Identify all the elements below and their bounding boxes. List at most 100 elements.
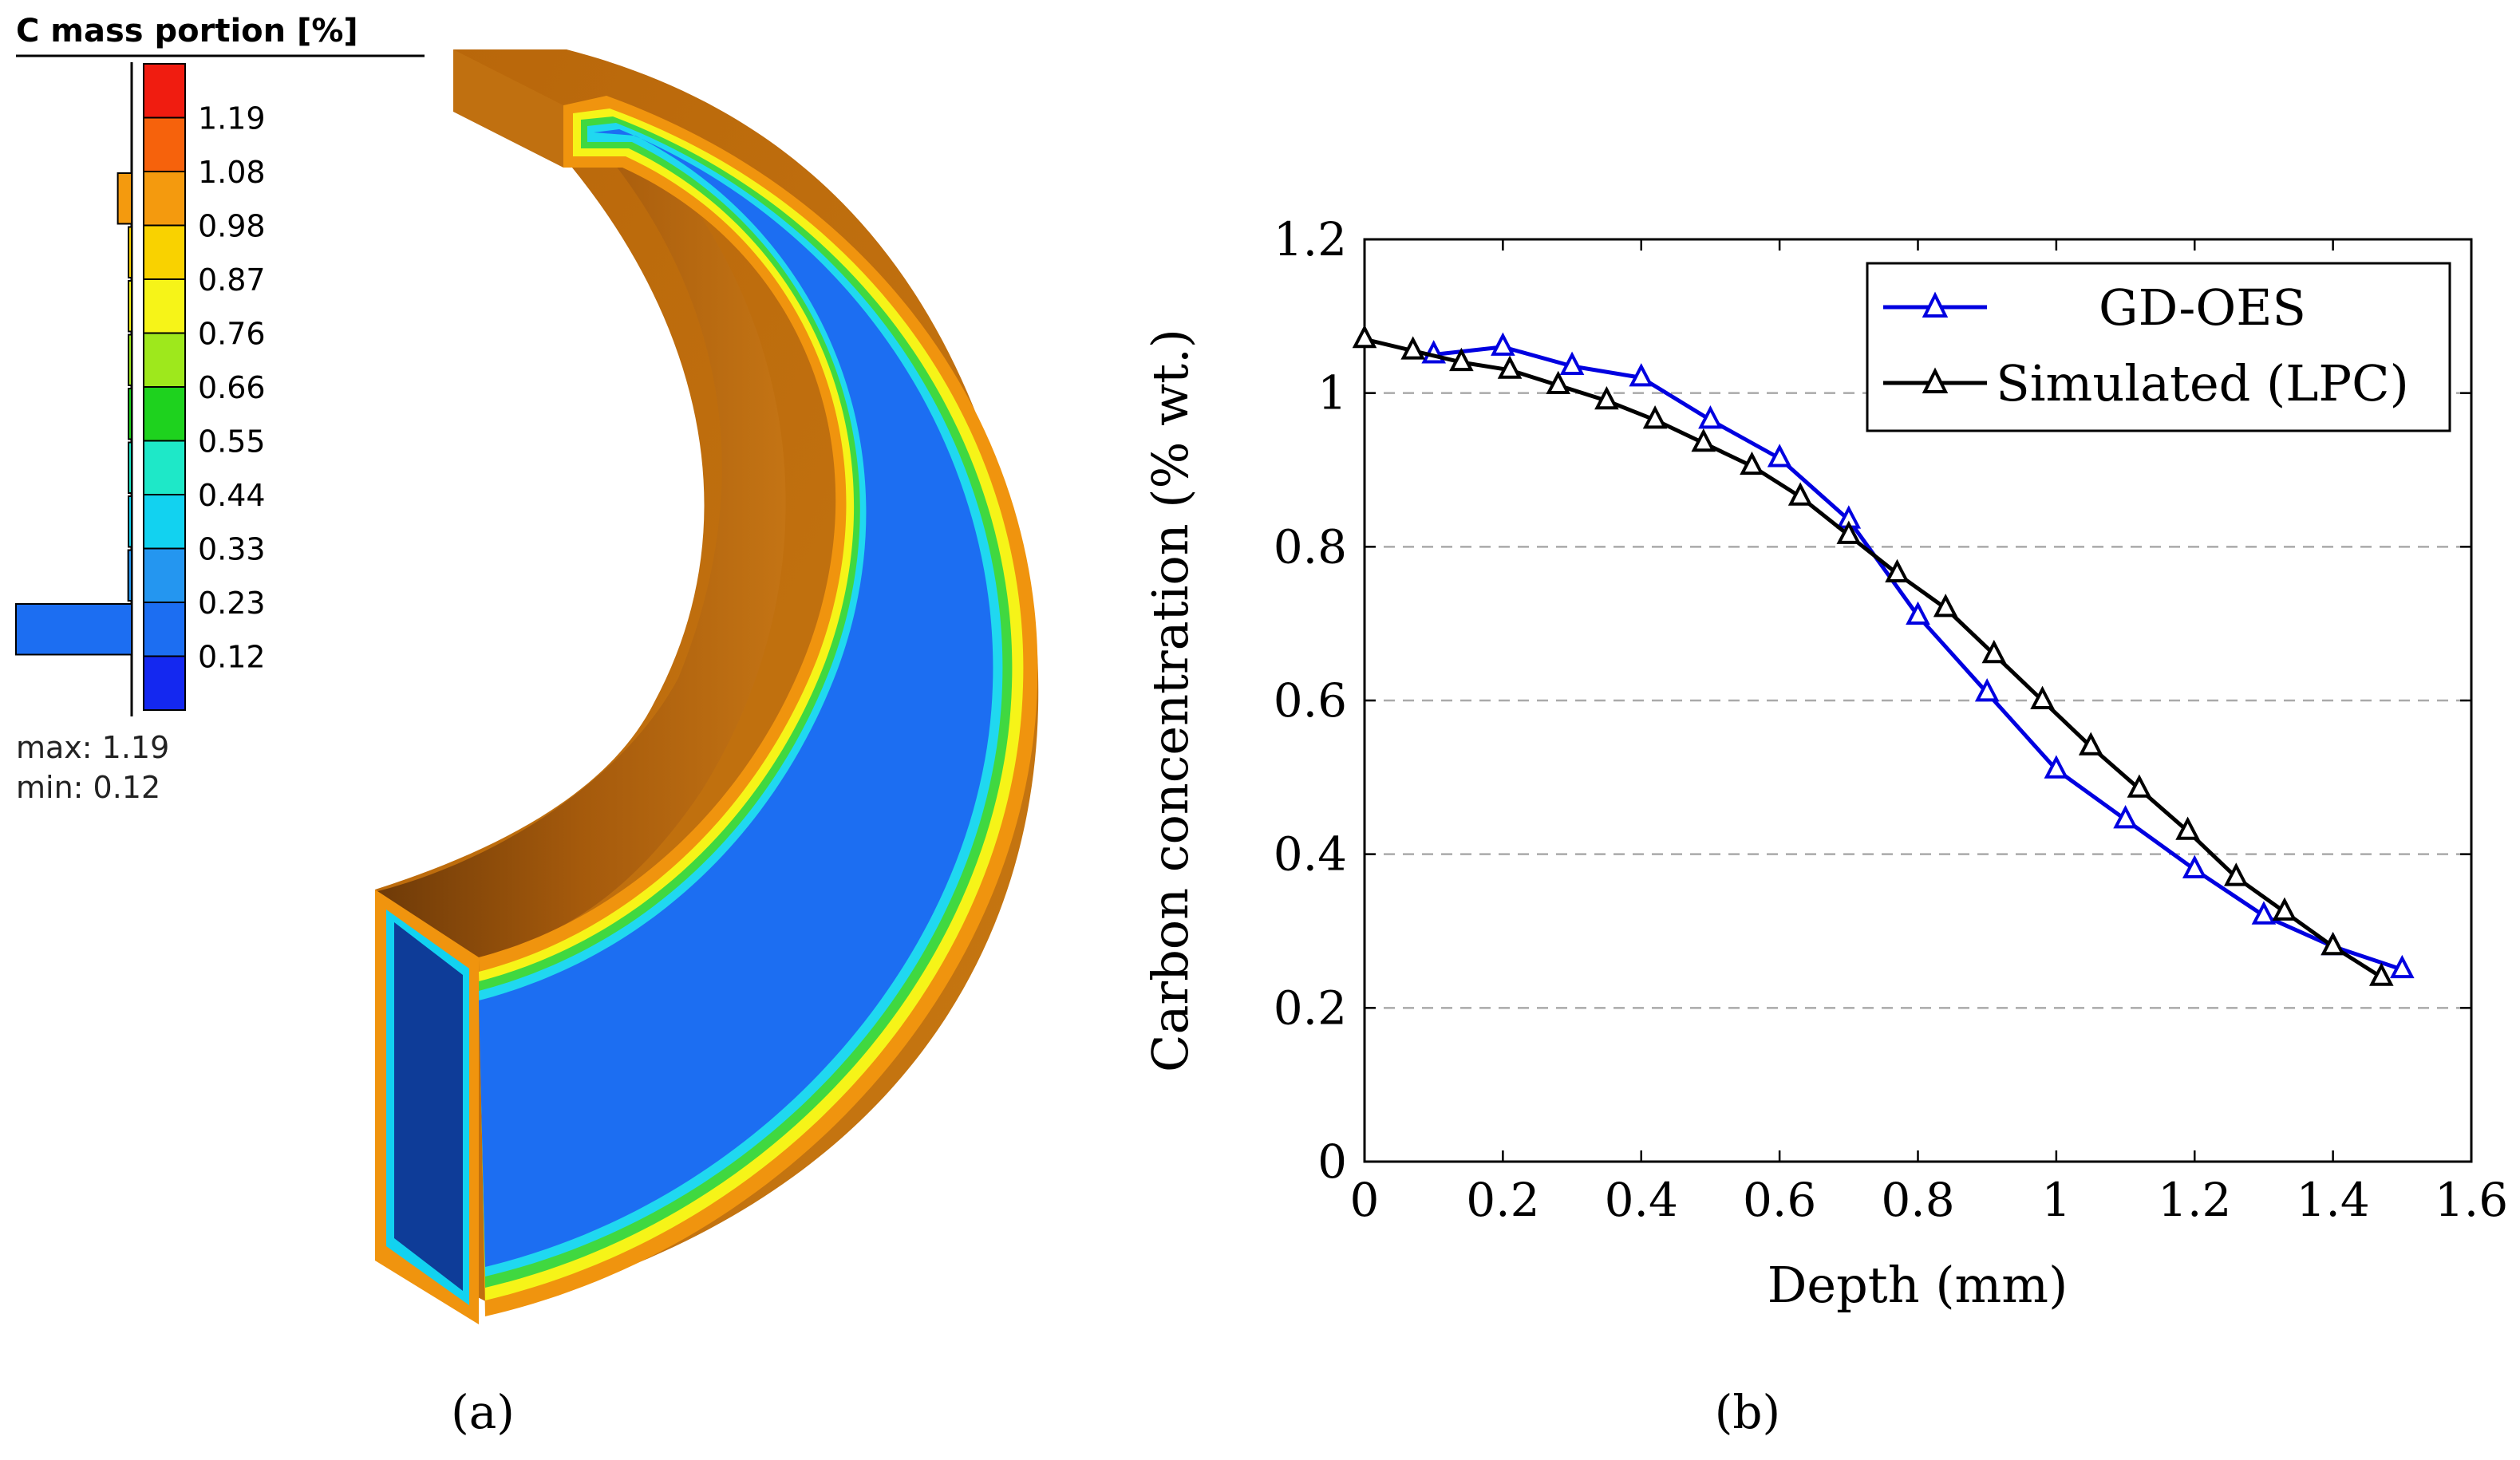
series-0-point: [1491, 332, 1515, 356]
legend-hist-bar-2: [117, 172, 133, 225]
legend-max: max: 1.19: [16, 730, 169, 765]
panel-a: C mass portion [%] 1.19 1.08 0.98 0.87 0.76 0…: [15, 13, 1039, 1439]
legend-level-label: 0.44: [198, 478, 266, 513]
x-tick-label: 0.4: [1605, 1173, 1678, 1227]
series-1-point: [1885, 558, 1910, 583]
legend-label-simulated: Simulated (LPC): [1996, 354, 2409, 412]
series-0-point: [1974, 678, 2000, 702]
series-1-point: [2321, 931, 2345, 956]
legend-swatch-8: [143, 494, 186, 550]
legend-hist-bar-4: [128, 280, 132, 333]
y-tick-label: 0.4: [1274, 827, 1347, 882]
legend-hist-bar-10: [15, 603, 132, 656]
legend-swatch-11: [143, 655, 186, 711]
series-1-point: [1400, 336, 1425, 360]
legend-level-label: 0.87: [198, 262, 266, 298]
y-tick-label: 1.2: [1274, 212, 1347, 266]
legend-histogram: [15, 172, 133, 656]
series-0-point: [1559, 351, 1585, 375]
panel-b-caption: (b): [1715, 1385, 1780, 1439]
series-0-point: [1698, 405, 1723, 429]
series-1-point: [2272, 897, 2297, 921]
series-0-point: [2390, 954, 2415, 979]
series-1-point: [2223, 862, 2249, 886]
legend-hist-bar-8: [128, 495, 132, 548]
y-tick-label: 1: [1317, 366, 1347, 420]
series-line-0: [1433, 345, 2403, 972]
legend-swatch-5: [143, 332, 186, 388]
x-tick-label: 0: [1350, 1173, 1380, 1227]
series-1-point: [2175, 816, 2200, 840]
chart-grid: [1365, 392, 2471, 1009]
legend-hist-bar-9: [127, 549, 132, 602]
y-tick-label: 0.2: [1274, 981, 1347, 1035]
series-0-point: [1767, 444, 1792, 468]
chart-legend: GD-OES Simulated (LPC): [1866, 262, 2451, 432]
series-1-point: [1497, 355, 1523, 379]
legend-title: C mass portion [%]: [16, 13, 358, 49]
chart-ticks: 0 0.2 0.4 0.6 0.8 1 1.2 0 0.2 0.4 0.6 0.8 1 1.2 1.4 1.6: [1274, 212, 2508, 1227]
series-1-point: [2369, 962, 2394, 986]
y-axis-label: Carbon concentration (% wt.): [1141, 329, 1199, 1072]
legend-level-label: 0.66: [198, 370, 266, 405]
legend-swatch-3: [143, 224, 186, 280]
series-1-point: [2030, 685, 2055, 709]
legend-level-label: 0.12: [198, 640, 266, 675]
series-line-1: [1364, 337, 2383, 979]
series-0-point: [1629, 363, 1654, 387]
legend-labels: 1.19 1.08 0.98 0.87 0.76 0.66 0.55 0.44 0.33 0.23…: [198, 101, 266, 675]
x-tick-label: 1.2: [2158, 1173, 2231, 1227]
series-1-point: [1642, 405, 1668, 429]
top-end-face: [453, 49, 563, 168]
legend-swatch-9: [143, 547, 186, 603]
legend-swatch-2: [143, 171, 186, 227]
y-tick-label: 0.8: [1274, 519, 1347, 574]
series-1-point: [1546, 370, 1571, 395]
legend-swatch-1: [143, 116, 186, 172]
series-1-point: [1594, 385, 1619, 410]
legend-level-label: 1.19: [198, 101, 266, 136]
series-1-point: [1352, 324, 1377, 349]
x-tick-label: 0.6: [1743, 1173, 1816, 1227]
series-0-point: [2182, 854, 2207, 878]
x-tick-label: 0.2: [1466, 1173, 1539, 1227]
series-1-point: [1933, 594, 1958, 618]
legend-level-label: 0.98: [198, 209, 266, 244]
legend-hist-bar-7: [128, 441, 132, 494]
legend-swatch-10: [143, 602, 186, 657]
x-tick-label: 1.4: [2297, 1173, 2370, 1227]
x-axis-label: Depth (mm): [1768, 1256, 2068, 1314]
legend-min: min: 0.12: [16, 770, 160, 805]
x-tick-label: 1: [2041, 1173, 2071, 1227]
series-1-point: [2127, 774, 2152, 798]
legend-box: [1866, 262, 2451, 432]
series-1-point: [1981, 639, 2007, 664]
section-core-blue: [479, 129, 993, 1267]
series-1-point: [1836, 520, 1862, 544]
panel-b: 0 0.2 0.4 0.6 0.8 1 1.2 0 0.2 0.4 0.6 0.8 1 1.2 1.4 1.6…: [1141, 212, 2508, 1439]
legend-level-label: 0.33: [198, 532, 266, 567]
legend-level-label: 0.23: [198, 586, 266, 621]
series-1-point: [1740, 451, 1764, 475]
panel-a-caption: (a): [451, 1385, 515, 1439]
series-1-point: [1449, 347, 1474, 372]
legend-swatch-6: [143, 386, 186, 442]
series-1-point: [1691, 428, 1716, 452]
ring-inner-wall: [375, 105, 786, 957]
legend-label-gdoes: GD-OES: [2099, 278, 2306, 337]
legend-swatch-4: [143, 278, 186, 334]
legend-marker-gdoes: [1922, 291, 1949, 318]
legend-hist-bar-3: [128, 226, 132, 278]
series-1-point: [1787, 482, 1813, 506]
x-tick-label: 0.8: [1881, 1173, 1954, 1227]
series-0-point: [2113, 804, 2138, 829]
y-tick-label: 0.6: [1274, 673, 1347, 728]
color-legend: C mass portion [%] 1.19 1.08 0.98 0.87 0.76 0…: [15, 13, 425, 805]
legend-swatches: [143, 63, 186, 711]
legend-marker-simulated: [1922, 367, 1949, 393]
chart-series: [1352, 324, 2415, 986]
end-face-inner: [394, 922, 463, 1291]
series-0-point: [2251, 901, 2277, 925]
series-0-point: [2044, 755, 2069, 779]
